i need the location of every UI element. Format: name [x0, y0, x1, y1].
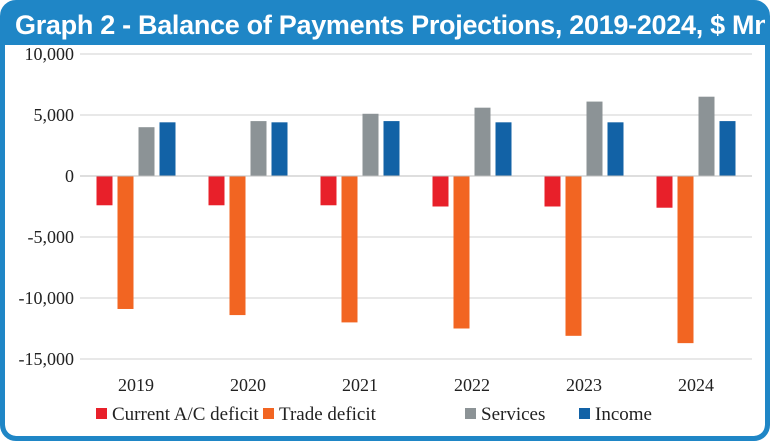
x-tick-label: 2020	[230, 375, 266, 395]
bar-current-a-c-deficit-2022	[432, 176, 449, 207]
legend-label: Trade deficit	[279, 404, 377, 425]
bar-services-2023	[586, 101, 603, 176]
legend-label: Income	[595, 404, 652, 425]
legend-label: Current A/C deficit	[112, 404, 259, 425]
y-tick-label: -5,000	[28, 227, 75, 247]
bar-trade-deficit-2019	[117, 176, 134, 309]
bar-current-a-c-deficit-2020	[208, 176, 225, 206]
bar-income-2024	[719, 121, 736, 176]
bar-current-a-c-deficit-2019	[96, 176, 113, 206]
x-tick-label: 2021	[342, 375, 378, 395]
bar-income-2020	[271, 122, 288, 176]
bar-trade-deficit-2020	[229, 176, 246, 316]
x-tick-label: 2019	[118, 375, 154, 395]
bar-current-a-c-deficit-2023	[544, 176, 561, 207]
bar-services-2024	[698, 96, 715, 176]
bar-services-2019	[138, 127, 155, 176]
bar-trade-deficit-2023	[565, 176, 582, 336]
bar-services-2022	[474, 107, 491, 176]
y-tick-label: 0	[65, 166, 74, 186]
x-tick-label: 2024	[678, 375, 714, 395]
bar-income-2019	[159, 122, 176, 176]
bar-services-2020	[250, 121, 267, 176]
bar-current-a-c-deficit-2024	[656, 176, 673, 208]
bar-trade-deficit-2021	[341, 176, 358, 323]
bar-income-2021	[383, 121, 400, 176]
bar-current-a-c-deficit-2021	[320, 176, 337, 206]
legend-label: Services	[481, 404, 545, 425]
y-tick-label: 5,000	[34, 105, 75, 125]
legend-swatch	[96, 408, 107, 419]
y-tick-label: -10,000	[19, 288, 75, 308]
bar-income-2022	[495, 122, 512, 176]
bar-trade-deficit-2022	[453, 176, 470, 329]
x-tick-label: 2022	[454, 375, 490, 395]
bar-services-2021	[362, 113, 379, 176]
x-tick-label: 2023	[566, 375, 602, 395]
bar-trade-deficit-2024	[677, 176, 694, 344]
chart-title: Graph 2 - Balance of Payments Projection…	[5, 5, 765, 45]
legend-swatch	[579, 408, 590, 419]
y-tick-label: 10,000	[25, 44, 75, 64]
bar-income-2023	[607, 122, 624, 176]
legend-swatch	[465, 408, 476, 419]
y-tick-label: -15,000	[19, 349, 75, 369]
legend-swatch	[263, 408, 274, 419]
